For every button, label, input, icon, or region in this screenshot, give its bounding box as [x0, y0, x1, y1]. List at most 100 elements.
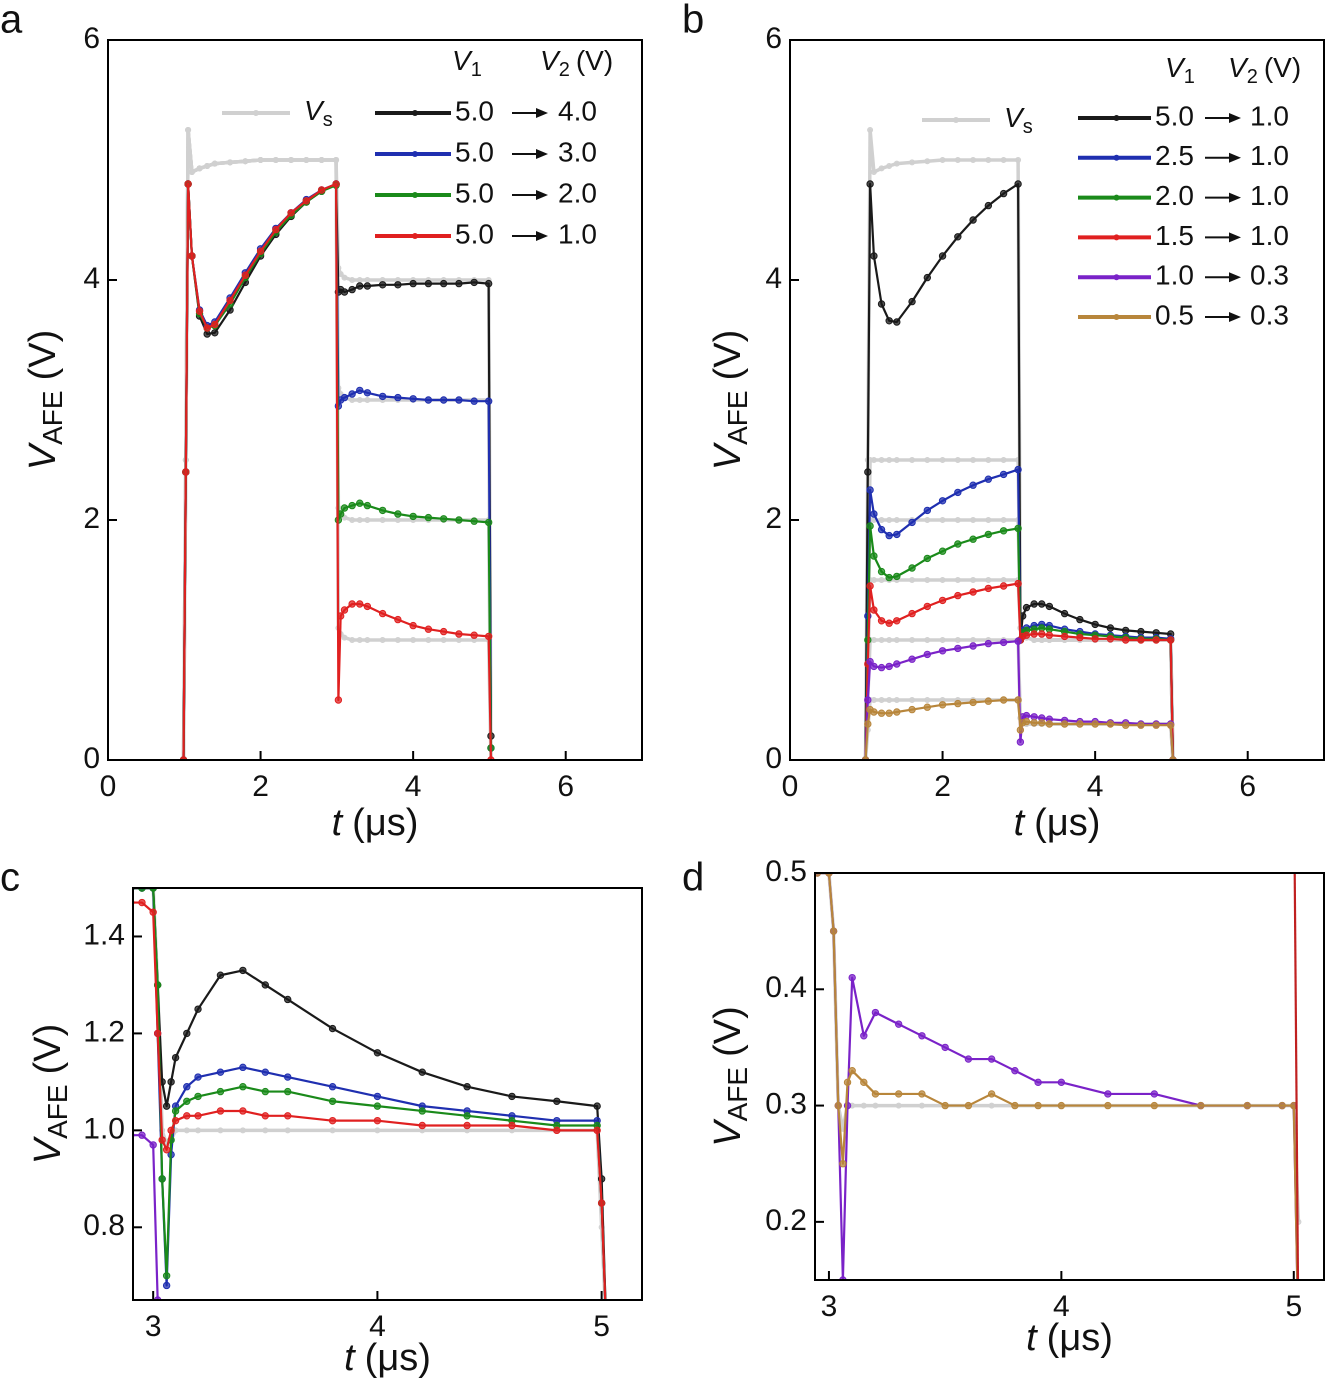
data-point: [886, 457, 893, 463]
y-axis-unit: (V): [27, 1024, 69, 1075]
y-tick-label: 4: [765, 262, 782, 295]
legend-v1: 1.5: [1155, 220, 1194, 251]
data-point: [1015, 157, 1022, 163]
data-point: [1000, 517, 1007, 523]
data-point: [924, 637, 931, 643]
y-tick-label: 1.2: [83, 1015, 125, 1048]
data-point: [893, 160, 900, 167]
data-point: [985, 457, 992, 463]
x-tick-label: 2: [252, 770, 269, 803]
data-point: [1137, 627, 1145, 636]
legend-marker: [1113, 234, 1120, 241]
legend-v1: 1.0: [1155, 260, 1194, 291]
data-point: [1014, 524, 1022, 533]
data-point: [829, 927, 838, 935]
data-point: [866, 657, 874, 666]
legend-header-v1-sub: 1: [1184, 66, 1195, 88]
data-point: [1106, 720, 1115, 728]
legend-marker: [953, 117, 959, 123]
data-point: [893, 617, 901, 625]
panel-letter: a: [0, 0, 23, 42]
legend-marker: [1113, 115, 1120, 121]
data-point: [970, 577, 977, 583]
legend-header-v2-sub: 2: [1247, 66, 1258, 88]
data-point: [340, 393, 349, 402]
data-point: [941, 1101, 949, 1110]
data-point: [349, 397, 356, 403]
data-point: [364, 637, 371, 643]
data-point: [870, 552, 878, 560]
legend-v1: 5.0: [455, 177, 494, 208]
legend-header-unit: (V): [1264, 52, 1301, 83]
data-point: [894, 1020, 903, 1028]
x-tick-label: 4: [1053, 1290, 1070, 1323]
data-point: [262, 1127, 269, 1134]
legend-arrowhead: [1229, 232, 1241, 243]
legend-header: V1: [1165, 52, 1195, 88]
panel: c 3 4 5 0.8 1.0 1.2 1.4 t (μs) VAFE (V): [0, 856, 643, 1379]
data-point: [885, 619, 893, 627]
data-point: [216, 1068, 225, 1076]
data-point: [938, 497, 947, 505]
data-point: [878, 577, 885, 583]
data-point: [364, 277, 371, 283]
data-point: [848, 973, 856, 982]
data-point: [195, 307, 204, 315]
data-point: [1150, 1101, 1159, 1110]
data-point: [373, 1049, 382, 1057]
data-point: [303, 157, 310, 163]
data-point: [1030, 719, 1038, 727]
legend-v2: 0.3: [1250, 260, 1289, 291]
data-point: [988, 1102, 995, 1109]
data-point: [834, 1101, 842, 1110]
panel-letter: b: [682, 0, 704, 42]
data-point: [954, 457, 961, 463]
data-point: [171, 1053, 180, 1062]
y-tick-label: 0: [765, 742, 782, 775]
data-point: [1166, 636, 1175, 644]
data-point: [484, 632, 493, 641]
data-point: [999, 582, 1008, 590]
series-line: [133, 901, 607, 1300]
series-line: [817, 873, 1299, 1280]
data-point: [328, 1024, 337, 1033]
data-point: [463, 1083, 471, 1091]
y-tick-label: 2: [765, 502, 782, 535]
legend-v1: 2.5: [1155, 140, 1194, 171]
x-tick-label: 6: [557, 770, 574, 803]
y-axis-label: VAFE (V): [707, 330, 753, 470]
data-point: [287, 209, 295, 217]
data-point: [379, 637, 386, 643]
x-axis-unit: (μs): [1047, 1317, 1113, 1359]
data-point: [418, 1121, 426, 1130]
data-point: [999, 527, 1008, 535]
data-point: [1137, 636, 1145, 644]
legend-v2: 1.0: [1250, 100, 1289, 131]
data-point: [1104, 1101, 1112, 1110]
data-point: [924, 457, 931, 463]
data-point: [363, 602, 372, 611]
y-tick-label: 4: [83, 262, 100, 295]
legend-label-sub: s: [323, 109, 333, 131]
data-point: [418, 1107, 426, 1115]
data-point: [923, 703, 932, 711]
x-axis-label: t (μs): [1026, 1317, 1113, 1359]
data-point: [885, 662, 893, 671]
data-point: [870, 169, 877, 175]
data-point: [138, 1131, 146, 1139]
data-point: [378, 609, 387, 618]
data-point: [1034, 1078, 1042, 1087]
plot-area: [179, 127, 495, 760]
data-point: [923, 554, 932, 563]
data-point: [261, 1112, 269, 1120]
legend-label-main: V: [304, 95, 325, 126]
data-point: [284, 1112, 292, 1120]
data-point: [149, 1141, 157, 1149]
data-point: [195, 1127, 202, 1134]
legend-label-main: V: [1004, 102, 1025, 133]
legend-arrowhead: [536, 108, 548, 118]
data-point: [954, 577, 961, 583]
data-point: [877, 617, 886, 625]
data-point: [593, 1102, 601, 1110]
data-point: [886, 697, 893, 703]
